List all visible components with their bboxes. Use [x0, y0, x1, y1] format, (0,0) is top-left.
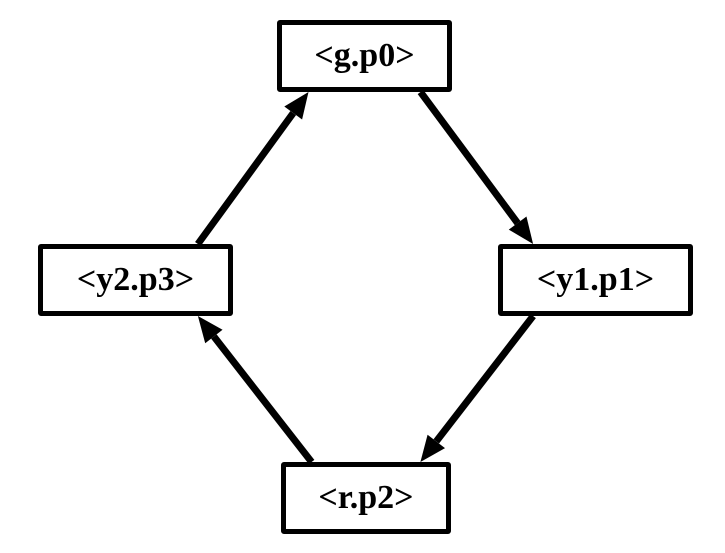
node-label: <y2.p3>: [77, 261, 194, 299]
node-r-p2: <r.p2>: [281, 462, 451, 534]
node-y2-p3: <y2.p3>: [38, 244, 233, 316]
node-label: <g.p0>: [314, 37, 414, 75]
node-label: <r.p2>: [318, 479, 413, 517]
diagram-canvas: <g.p0> <y1.p1> <r.p2> <y2.p3>: [0, 0, 725, 553]
node-y1-p1: <y1.p1>: [498, 244, 693, 316]
node-g-p0: <g.p0>: [277, 20, 452, 92]
node-label: <y1.p1>: [537, 261, 654, 299]
